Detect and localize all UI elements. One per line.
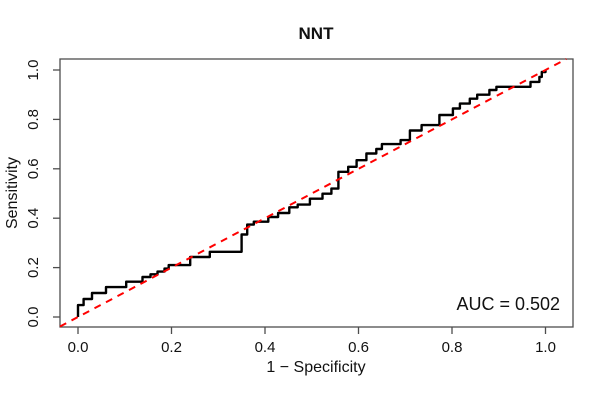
y-tick-label: 1.0	[25, 60, 42, 81]
y-tick-label: 0.0	[25, 307, 42, 328]
x-tick-label: 0.2	[161, 339, 182, 356]
x-tick-label: 0.8	[442, 339, 463, 356]
x-tick-label: 0.4	[255, 339, 276, 356]
chart-title: NNT	[299, 24, 335, 43]
x-tick-label: 0.6	[348, 339, 369, 356]
y-axis-label: Sensitivity	[4, 157, 21, 229]
x-tick-label: 1.0	[535, 339, 556, 356]
y-tick-label: 0.4	[25, 208, 42, 229]
x-axis-label: 1 − Specificity	[266, 359, 365, 376]
chance-diagonal-line	[59, 58, 567, 328]
y-tick-label: 0.2	[25, 257, 42, 278]
y-tick-label: 0.8	[25, 109, 42, 130]
axis-tick-labels: 0.0 0.2 0.4 0.6 0.8 1.0 0.0 0.2 0.4 0.6 0.8 1.0	[25, 60, 556, 356]
auc-annotation: AUC = 0.502	[456, 294, 560, 314]
x-tick-label: 0.0	[68, 339, 89, 356]
roc-curve	[76, 70, 547, 317]
y-tick-label: 0.6	[25, 158, 42, 179]
plot-box	[59, 58, 574, 328]
axis-ticks	[53, 69, 547, 334]
